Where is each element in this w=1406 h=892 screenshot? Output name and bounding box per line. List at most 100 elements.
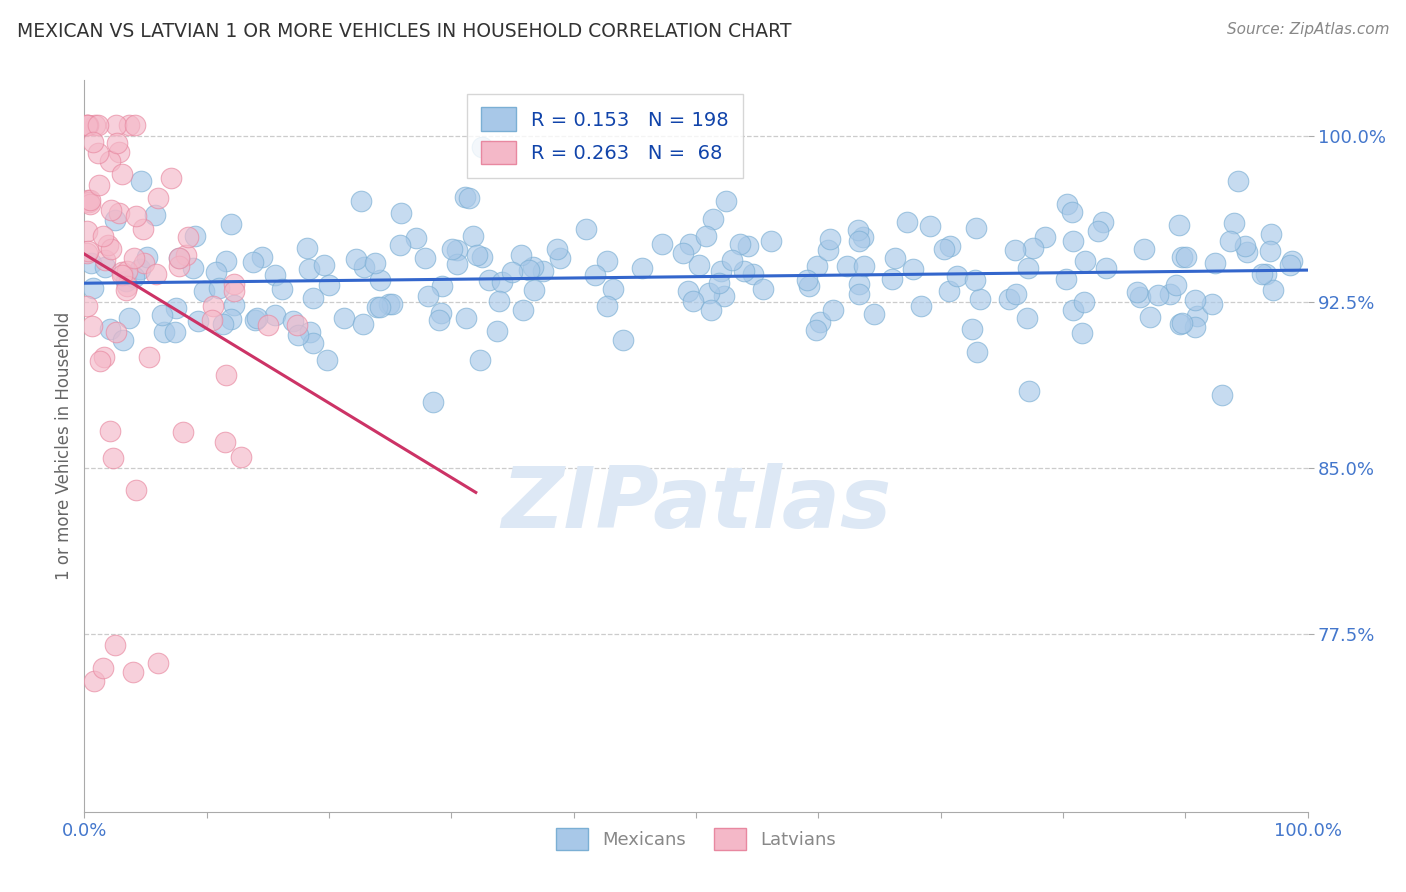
Point — [132, 221, 155, 235]
Point — [427, 313, 450, 327]
Point — [87, 118, 110, 132]
Text: Source: ZipAtlas.com: Source: ZipAtlas.com — [1226, 22, 1389, 37]
Point — [1254, 267, 1277, 281]
Point — [713, 289, 735, 303]
Point — [295, 241, 318, 255]
Point — [370, 273, 392, 287]
Point — [314, 258, 336, 272]
Point — [344, 252, 367, 266]
Point — [463, 229, 485, 244]
Point — [160, 170, 183, 185]
Point — [243, 312, 266, 326]
Point — [1005, 287, 1028, 301]
Point — [270, 282, 292, 296]
Point — [796, 273, 818, 287]
Point — [1073, 295, 1095, 310]
Point — [688, 258, 710, 272]
Point — [1204, 256, 1226, 270]
Point — [1184, 320, 1206, 334]
Point — [134, 256, 156, 270]
Point — [1060, 205, 1083, 219]
Point — [446, 257, 468, 271]
Point — [118, 310, 141, 325]
Point — [389, 206, 412, 220]
Point — [491, 275, 513, 289]
Point — [752, 282, 775, 296]
Point — [716, 194, 738, 209]
Point — [853, 260, 876, 274]
Point — [488, 293, 510, 308]
Point — [76, 299, 98, 313]
Point — [224, 277, 246, 292]
Point — [946, 269, 969, 284]
Point — [104, 212, 127, 227]
Point — [181, 260, 204, 275]
Point — [997, 292, 1019, 306]
Point — [678, 284, 700, 298]
Point — [285, 318, 308, 332]
Point — [222, 298, 245, 312]
Point — [808, 315, 831, 329]
Point — [548, 251, 571, 265]
Point — [1211, 388, 1233, 402]
Point — [115, 278, 138, 293]
Point — [364, 256, 387, 270]
Point — [89, 353, 111, 368]
Point — [124, 118, 146, 132]
Point — [82, 281, 104, 295]
Point — [733, 264, 755, 278]
Point — [105, 325, 128, 339]
Point — [122, 251, 145, 265]
Point — [848, 234, 870, 248]
Point — [148, 191, 170, 205]
Point — [835, 259, 858, 273]
Point — [1261, 283, 1284, 297]
Point — [333, 310, 356, 325]
Legend: Mexicans, Latvians: Mexicans, Latvians — [548, 821, 844, 857]
Point — [471, 140, 494, 154]
Point — [575, 222, 598, 236]
Point — [77, 193, 100, 207]
Point — [138, 350, 160, 364]
Point — [366, 300, 388, 314]
Point — [87, 146, 110, 161]
Point — [231, 450, 253, 465]
Point — [87, 178, 110, 192]
Point — [172, 425, 194, 439]
Point — [100, 424, 122, 438]
Point — [938, 284, 960, 298]
Point — [848, 277, 870, 291]
Point — [962, 322, 984, 336]
Point — [174, 248, 197, 262]
Point — [721, 253, 744, 268]
Point — [416, 289, 439, 303]
Point — [821, 303, 844, 318]
Point — [846, 223, 869, 237]
Point — [98, 153, 121, 168]
Point — [522, 260, 544, 275]
Point — [352, 317, 374, 331]
Point — [246, 310, 269, 325]
Point — [76, 224, 98, 238]
Point — [848, 287, 870, 301]
Point — [1219, 234, 1241, 248]
Point — [115, 264, 138, 278]
Point — [145, 268, 167, 282]
Point — [1070, 326, 1092, 341]
Point — [679, 236, 702, 251]
Point — [167, 251, 190, 265]
Point — [817, 243, 839, 257]
Point — [883, 251, 905, 265]
Point — [728, 237, 751, 252]
Point — [806, 259, 828, 273]
Point — [287, 327, 309, 342]
Point — [1062, 303, 1084, 318]
Point — [208, 280, 231, 294]
Point — [193, 284, 215, 298]
Point — [100, 242, 122, 256]
Point — [242, 255, 264, 269]
Point — [301, 335, 323, 350]
Point — [1279, 259, 1302, 273]
Point — [76, 118, 98, 132]
Point — [651, 237, 673, 252]
